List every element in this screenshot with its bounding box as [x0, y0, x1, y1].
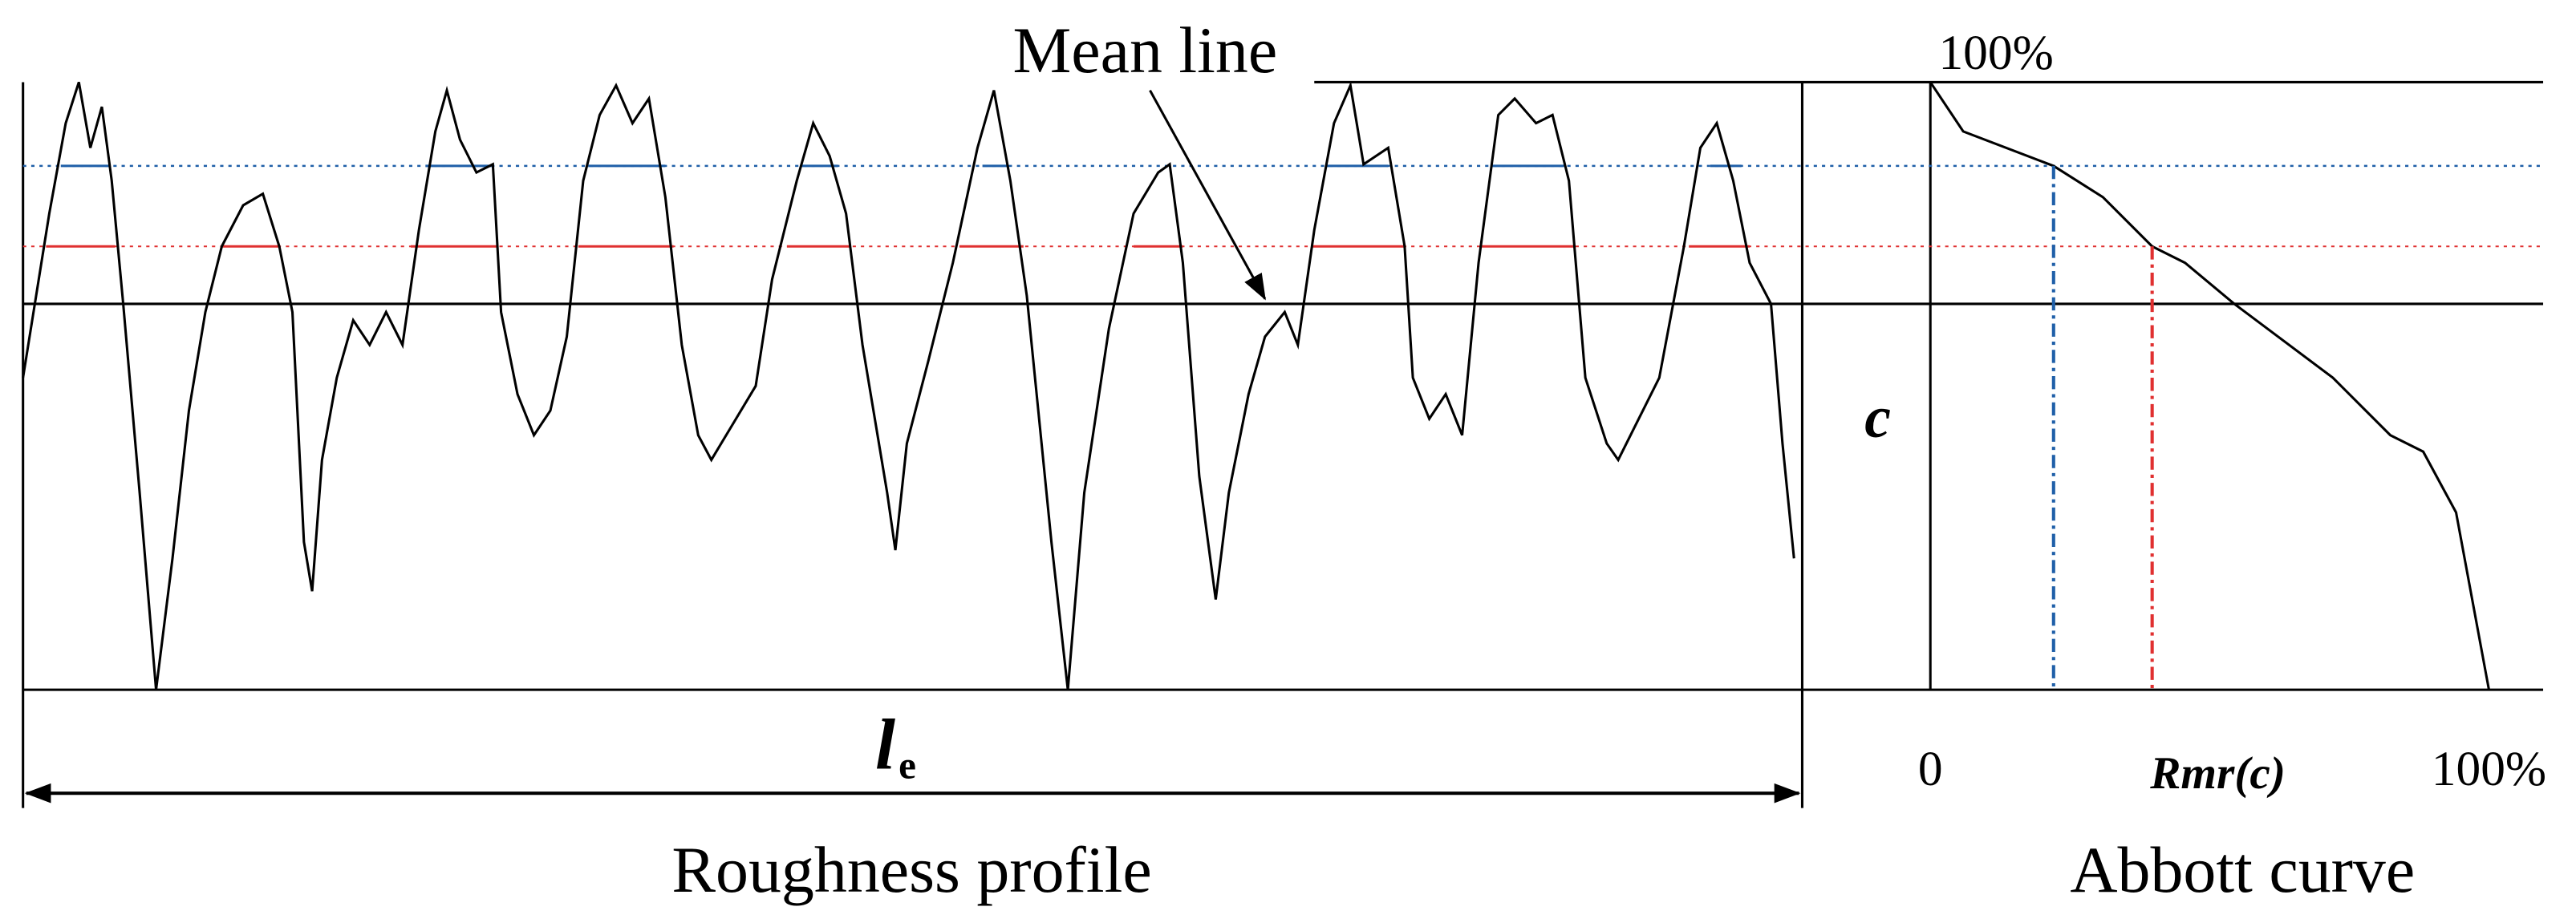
abbott-curve: [1929, 81, 2490, 690]
annotation: Mean line: [1012, 14, 1277, 87]
length-label: l: [875, 705, 895, 784]
abbott-x-start: 0: [1918, 742, 1943, 796]
frame-lines: [22, 80, 2544, 808]
length-subscript: e: [899, 743, 916, 787]
abbott-top-label: 100%: [1938, 26, 2053, 80]
profile-caption: Roughness profile: [671, 833, 1151, 906]
annotation-arrow: [1149, 89, 1267, 301]
roughness-profile: [22, 81, 1795, 690]
abbott-caption: Abbott curve: [2070, 833, 2415, 906]
height-label: c: [1864, 384, 1891, 450]
abbott-x-label: Rmr(c): [2149, 748, 2286, 799]
abbott-x-end: 100%: [2432, 742, 2546, 796]
